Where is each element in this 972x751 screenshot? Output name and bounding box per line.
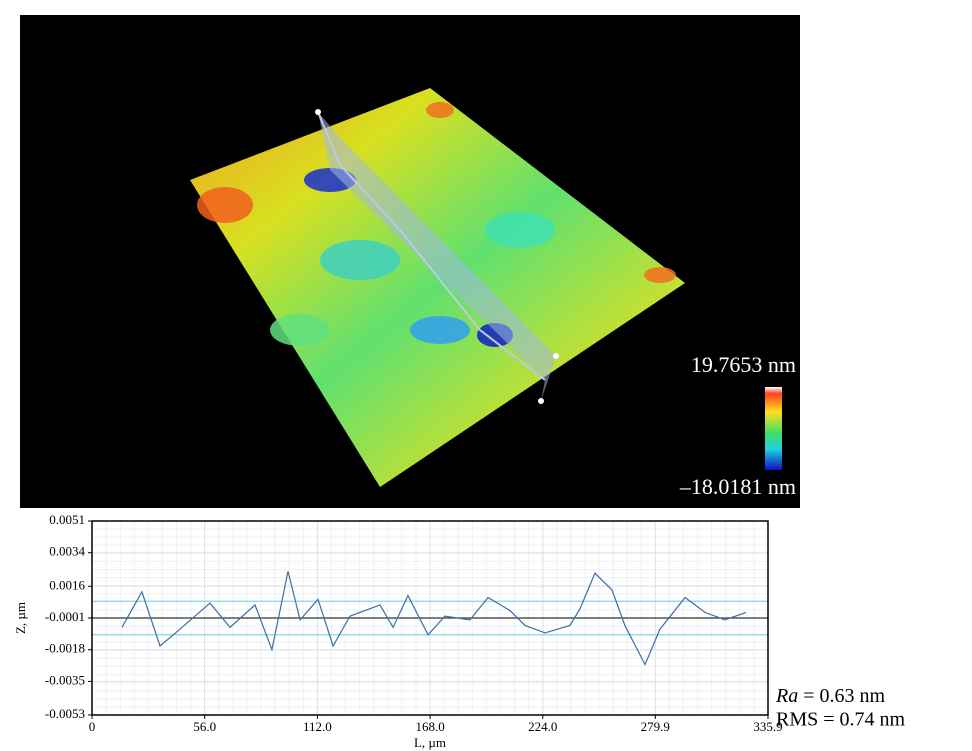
rms-stat: RMS = 0.74 nm — [776, 709, 906, 731]
y-tick-label: -0.0018 — [45, 641, 85, 656]
x-tick-label: 168.0 — [415, 719, 444, 734]
handle — [553, 353, 559, 359]
x-tick-label: 279.9 — [641, 719, 670, 734]
handle — [315, 109, 321, 115]
x-tick-label: 56.0 — [193, 719, 216, 734]
profile-line — [121, 571, 747, 667]
plot-frame — [91, 520, 769, 716]
y-tick-label: 0.0016 — [49, 577, 85, 592]
colorbar-min: –18.0181 nm — [679, 474, 796, 499]
ra-value: = 0.63 nm — [803, 685, 885, 707]
colorbar — [765, 387, 782, 470]
section-plane — [318, 112, 556, 401]
ra-name: Ra — [775, 685, 798, 707]
x-tick-label: 0 — [89, 719, 96, 734]
y-tick-label: 0.0051 — [49, 512, 85, 527]
x-tick-label: 335.9 — [753, 719, 782, 734]
y-tick-label: -0.0053 — [45, 706, 85, 721]
colorbar-max: 19.7653 nm — [691, 352, 796, 377]
y-tick-label: 0.0034 — [49, 544, 85, 559]
y-tick-label: -0.0001 — [45, 609, 85, 624]
x-tick-label: 112.0 — [303, 719, 332, 734]
x-axis-label: L, µm — [414, 735, 446, 750]
y-axis-label: Z, µm — [13, 602, 28, 634]
surface-features — [197, 102, 676, 347]
handle — [538, 398, 544, 404]
ra-stat: Ra = 0.63 nm — [775, 685, 885, 707]
y-tick-label: -0.0035 — [45, 672, 85, 687]
section-line — [317, 111, 546, 381]
x-tick-label: 224.0 — [528, 719, 557, 734]
